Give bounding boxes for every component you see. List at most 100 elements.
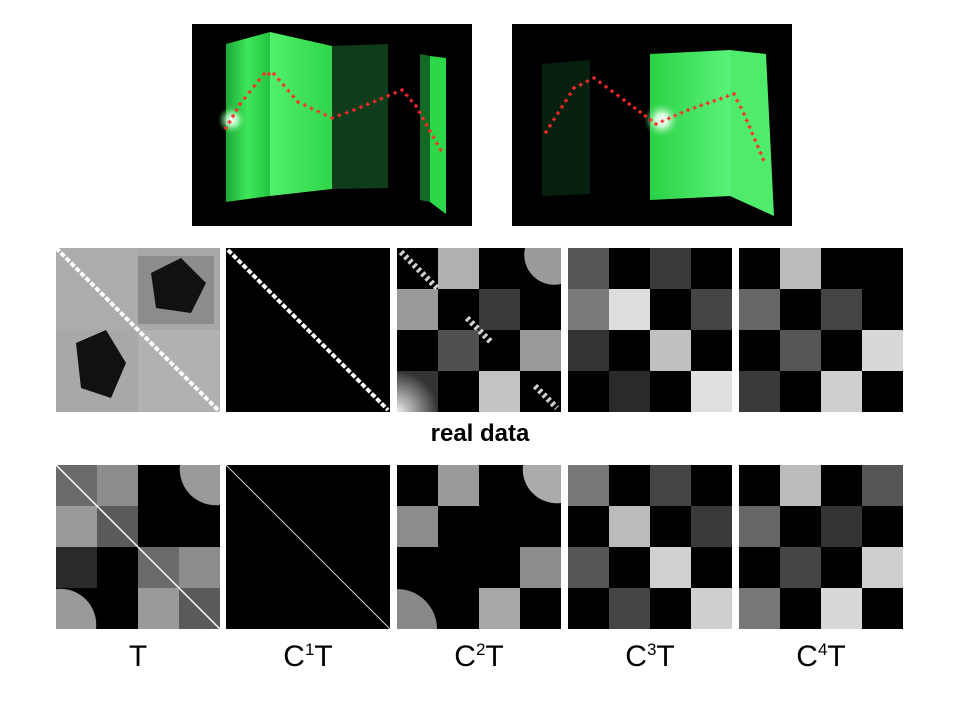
real-matrix-T [56,248,220,412]
matrix-image [56,248,220,412]
matrix-image [226,465,390,629]
scan-marker [409,98,414,103]
column-label-C3T: C3T [625,640,675,673]
scan-marker [758,151,763,155]
matrix-image [568,248,732,412]
scan-marker [552,117,556,122]
real-matrix-C4T [739,248,903,412]
scan-marker [753,138,757,142]
scan-marker [686,108,690,112]
scan-marker [725,94,730,99]
sim-matrix-T [56,465,220,629]
scan-marker [227,120,232,124]
scan-marker [747,125,752,129]
scan-marker [330,116,334,120]
scan-marker [643,114,648,118]
scan-marker [712,98,717,103]
sim-matrix-C4T [739,465,903,629]
scan-marker [632,106,637,110]
scan-marker [344,110,349,115]
scan-marker [281,83,286,88]
real-data-label: real data [430,420,530,447]
folded-surface-photo-right [512,24,792,226]
sim-matrix-C2T [397,465,561,629]
scan-marker [718,96,723,101]
scan-marker [438,147,443,152]
scan-marker [428,129,432,133]
matrix-image [739,465,903,629]
real-matrix-C3T [568,248,732,412]
scan-marker [560,104,564,109]
scan-marker [252,84,257,88]
scan-marker [365,102,370,107]
scan-marker [761,157,766,162]
real-matrix-C1T [226,248,390,412]
scan-marker [231,114,235,118]
matrix-image [226,248,390,412]
scan-marker [276,77,281,82]
scan-marker [431,135,436,140]
scan-marker [414,104,418,108]
scan-marker [242,96,247,100]
scan-marker [435,141,439,146]
column-label-C2T: C2T [454,640,504,673]
scan-marker [699,103,704,108]
scan-marker [272,72,276,76]
scan-marker [323,112,328,117]
scan-marker [564,98,568,103]
scan-marker [622,98,626,102]
scan-marker [309,106,314,111]
scan-marker [578,82,583,87]
scan-marker [692,105,697,110]
scan-marker [421,116,425,121]
scan-marker [705,101,710,106]
scan-marker [572,86,576,90]
real-matrix-C2T [397,248,561,412]
matrix-image [397,248,561,412]
scan-marker [660,119,665,124]
scan-marker [302,103,307,108]
scan-marker [296,100,300,104]
scan-marker [234,108,239,112]
column-label-C4T: C4T [796,640,846,673]
scan-marker [372,99,377,104]
scan-marker [616,93,620,98]
photo-left [192,24,472,226]
scan-marker [598,80,602,85]
scan-marker [755,144,760,149]
scan-marker [750,131,755,136]
scan-marker [638,110,642,114]
scan-marker [604,84,608,89]
column-label-C1T: C1T [283,640,333,673]
scan-marker [738,105,743,110]
matrix-image [739,248,903,412]
scan-marker [744,118,749,123]
matrix-image [568,465,732,629]
matrix-image [56,465,220,629]
scan-marker [732,92,736,96]
scan-marker [673,113,678,118]
scan-marker [238,102,242,106]
scan-marker [654,122,658,126]
scan-marker [666,116,671,121]
scan-marker [568,92,572,97]
scan-marker [352,108,356,112]
scan-marker [247,90,252,94]
scan-marker [548,123,552,128]
scan-marker [358,105,363,110]
column-label-T: T [128,640,148,673]
scan-marker [379,96,384,101]
scan-marker [610,89,614,94]
scan-marker [735,98,740,103]
scan-marker [267,72,271,76]
scan-marker [286,88,291,93]
scan-marker [404,93,409,98]
scan-marker [262,72,266,76]
scan-marker [291,94,296,99]
scan-marker [337,113,342,118]
sim-matrix-C1T [226,465,390,629]
scan-marker [393,90,398,95]
scan-marker [316,109,321,114]
photo-right [512,24,792,226]
scan-marker [417,110,422,115]
